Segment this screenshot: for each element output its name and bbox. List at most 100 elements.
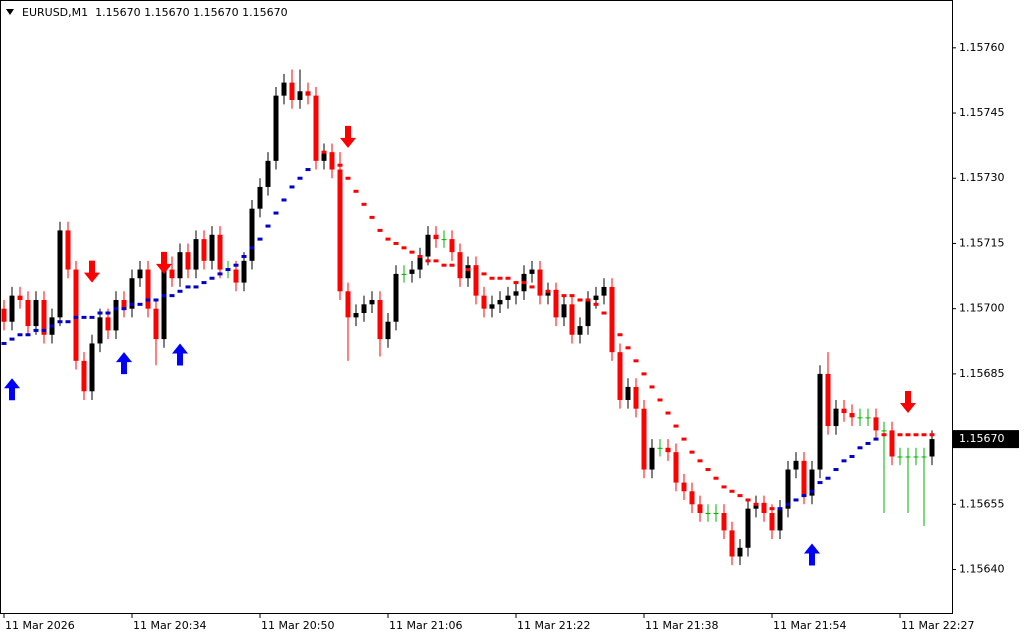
candle-body — [369, 299, 375, 305]
candle-body — [265, 160, 271, 187]
y-tick-label: 1.15745 — [959, 106, 1005, 119]
trend-dot — [89, 315, 95, 319]
trend-dot — [545, 289, 551, 293]
trend-dot — [113, 307, 119, 311]
candle-body — [641, 408, 647, 470]
candle-body — [681, 482, 687, 492]
candle-body — [89, 343, 95, 392]
trend-dot — [577, 298, 583, 302]
trend-dot — [825, 476, 831, 480]
candle-body — [905, 456, 911, 458]
last-price-tag — [953, 430, 1019, 449]
y-tick-label: 1.15715 — [959, 236, 1005, 249]
candle-body — [41, 299, 47, 335]
trend-dot — [161, 294, 167, 298]
trend-dot — [145, 298, 151, 302]
sell-arrow — [900, 391, 916, 414]
trend-dot — [473, 272, 479, 276]
candle-body — [713, 513, 719, 515]
x-tick-label: 11 Mar 20:34 — [133, 619, 206, 632]
trend-dot — [249, 246, 255, 250]
trend-dot — [361, 202, 367, 206]
trend-dot — [857, 446, 863, 450]
x-tick-label: 11 Mar 21:54 — [773, 619, 846, 632]
trend-dot — [73, 315, 79, 319]
candle-body — [545, 291, 551, 296]
candle-body — [113, 299, 119, 331]
trend-dot — [697, 459, 703, 463]
trend-dot — [9, 337, 15, 341]
trend-dot — [777, 507, 783, 511]
candle-body — [769, 513, 775, 531]
sell-arrow — [340, 125, 356, 148]
candle-body — [17, 295, 23, 300]
trend-dot — [425, 259, 431, 263]
trend-dot — [737, 494, 743, 498]
trend-dot — [585, 298, 591, 302]
trend-dot — [761, 502, 767, 506]
trend-dot — [273, 211, 279, 215]
trend-dot — [657, 398, 663, 402]
candle-body — [137, 269, 143, 279]
x-tick-label: 11 Mar 2026 — [5, 619, 75, 632]
trend-dot — [33, 328, 39, 332]
trend-dot — [553, 289, 559, 293]
sell-arrow — [156, 251, 172, 274]
trend-dot — [385, 237, 391, 241]
trend-dot — [521, 281, 527, 285]
buy-arrow — [804, 543, 820, 566]
trend-dot — [785, 502, 791, 506]
menu-triangle[interactable] — [6, 9, 14, 15]
trend-dot — [913, 433, 919, 437]
trend-dot — [193, 285, 199, 289]
trend-dot — [353, 189, 359, 193]
trend-dot — [929, 433, 935, 437]
candle-body — [185, 252, 191, 270]
candle-body — [153, 308, 159, 340]
candle-body — [577, 326, 583, 335]
trend-dot — [681, 437, 687, 441]
trend-dot — [65, 320, 71, 324]
trend-dot — [617, 333, 623, 337]
y-tick-label: 1.15730 — [959, 171, 1005, 184]
trend-dot — [233, 263, 239, 267]
candle-body — [169, 269, 175, 279]
candle-body — [377, 299, 383, 340]
candle-body — [865, 417, 871, 419]
trend-dot — [121, 307, 127, 311]
candle-body — [921, 456, 927, 458]
trend-dot — [401, 246, 407, 250]
candle-body — [9, 295, 15, 322]
candle-body — [105, 317, 111, 331]
y-tick-label: 1.15760 — [959, 41, 1005, 54]
trend-dot — [17, 333, 23, 337]
candle-body — [569, 304, 575, 335]
candle-body — [673, 452, 679, 483]
candle-body — [881, 430, 887, 432]
trend-dot — [537, 285, 543, 289]
candle-body — [177, 252, 183, 279]
trend-dot — [625, 346, 631, 350]
trend-dot — [721, 485, 727, 489]
candle-body — [281, 82, 287, 96]
last-price-label: 1.15670 — [959, 432, 1005, 445]
trend-dot — [257, 237, 263, 241]
trend-dot — [633, 359, 639, 363]
candle-body — [417, 256, 423, 270]
candle-body — [289, 82, 295, 100]
trend-dot — [817, 481, 823, 485]
candle-body — [57, 230, 63, 318]
trend-dot — [849, 454, 855, 458]
candle-body — [513, 291, 519, 296]
sell-arrow — [84, 260, 100, 283]
trend-dot — [529, 285, 535, 289]
candle-body — [209, 234, 215, 261]
trend-dot — [185, 285, 191, 289]
trend-dot — [441, 263, 447, 267]
candle-body — [145, 269, 151, 309]
trend-dot — [753, 502, 759, 506]
trend-dot — [601, 311, 607, 315]
candle-body — [649, 447, 655, 470]
trend-dot — [433, 259, 439, 263]
